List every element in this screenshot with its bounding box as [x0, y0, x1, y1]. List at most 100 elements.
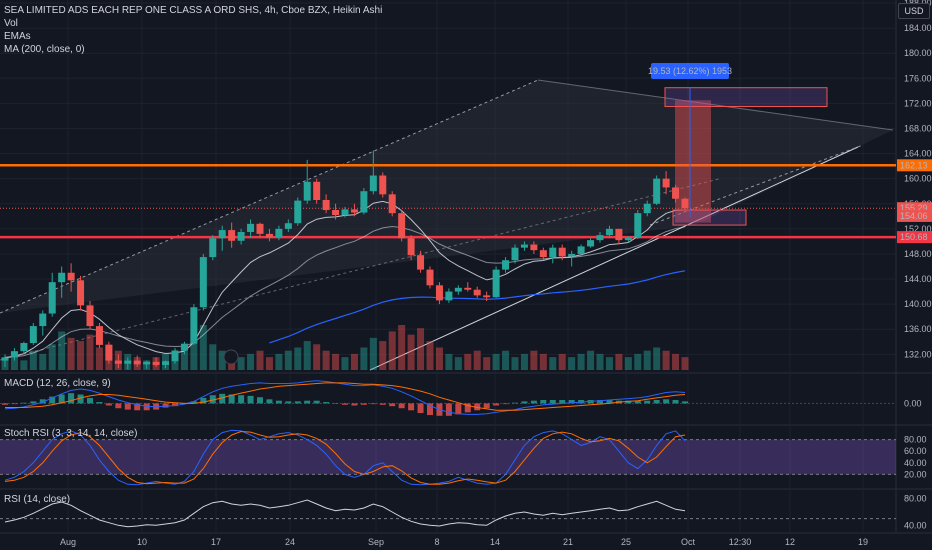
macd-signal-line [5, 382, 686, 411]
volume-bar [407, 334, 415, 370]
candle-body [379, 175, 387, 195]
candle-body [303, 181, 311, 201]
volume-bar [209, 344, 217, 370]
volume-bar [426, 341, 434, 370]
candle-body [341, 209, 349, 216]
time-tick-label: 24 [285, 537, 295, 547]
candle-body [407, 238, 415, 256]
macd-histogram-bar [190, 401, 197, 404]
currency-button[interactable]: USD [898, 3, 930, 19]
time-tick-label: 17 [211, 537, 221, 547]
time-tick-label: 8 [434, 537, 439, 547]
volume-bar [473, 350, 481, 370]
macd-histogram-bar [653, 400, 660, 404]
volume-bar [605, 357, 613, 370]
time-tick-label: Oct [681, 537, 696, 547]
channel-mid-line [0, 178, 721, 361]
candle-body [426, 269, 434, 286]
candle-body [228, 230, 236, 241]
price-tick-label: 184.00 [904, 23, 932, 33]
volume-bar [20, 360, 28, 370]
macd-histogram-bar [398, 403, 405, 409]
time-tick-label: 14 [490, 537, 500, 547]
macd-histogram-bar [323, 402, 330, 404]
trend-support-dashed [649, 144, 864, 226]
volume-bar [369, 337, 377, 370]
time-tick-label: 21 [563, 537, 573, 547]
candle-body [275, 228, 283, 238]
macd-histogram-bar [370, 403, 377, 405]
candle-body [369, 175, 377, 192]
volume-bar [577, 353, 585, 370]
macd-legend: MACD (12, 26, close, 9) [4, 378, 111, 389]
candle-body [473, 289, 481, 296]
macd-histogram-bar [606, 400, 613, 404]
candle-body [67, 272, 75, 281]
macd-histogram-bar [455, 403, 462, 415]
macd-histogram-bar [512, 402, 518, 404]
volume-bar [634, 353, 642, 370]
price-tick-label: 164.00 [904, 149, 932, 159]
price-tick-label: 176.00 [904, 73, 932, 83]
macd-histogram-bar [285, 401, 292, 404]
macd-histogram-bar [77, 394, 84, 404]
macd-histogram-bar [313, 400, 320, 404]
stoch-tick-label: 80.00 [904, 435, 927, 445]
candle-body [558, 247, 566, 257]
macd-histogram-bar [342, 403, 348, 405]
candle-body [265, 233, 273, 238]
macd-histogram-bar [597, 400, 603, 404]
volume-bar [435, 347, 443, 370]
volume-bar [662, 350, 670, 370]
candle-body [199, 257, 207, 308]
volume-bar [454, 357, 462, 370]
volume-bar [511, 357, 519, 370]
candle-body [10, 351, 18, 358]
resistance-price-badge [897, 159, 932, 172]
candle-body [322, 199, 330, 211]
channel-top-line [537, 79, 894, 131]
volume-bar [180, 347, 188, 370]
volume-bar [95, 347, 103, 370]
candle-body [332, 210, 340, 216]
macd-histogram-bar [209, 395, 216, 404]
candle-body [77, 280, 85, 306]
volume-bar [350, 353, 358, 370]
candle-body [417, 255, 425, 270]
macd-histogram-bar [143, 403, 150, 411]
volume-bar [483, 357, 491, 370]
volume-bar [539, 353, 547, 370]
candle-body [568, 253, 576, 257]
candle-body [48, 282, 56, 314]
price-tick-label: 148.00 [904, 249, 932, 259]
macd-histogram-bar [68, 393, 75, 404]
candle-body [483, 295, 491, 298]
support-price-badge [897, 231, 932, 244]
volume-bar [530, 350, 538, 370]
macd-histogram-bar [30, 401, 37, 404]
macd-histogram-bar [672, 400, 679, 404]
macd-histogram-bar [379, 403, 386, 405]
macd-histogram-bar [483, 403, 490, 409]
macd-histogram-bar [304, 400, 311, 404]
volume-bar [322, 350, 330, 370]
price-tick-label: 172.00 [904, 98, 932, 108]
volume-bar [672, 353, 680, 370]
time-tick-label: 19 [858, 537, 868, 547]
macd-histogram-bar [568, 400, 575, 404]
rsi-tick-label: 80.00 [904, 494, 927, 504]
candle-body [605, 228, 613, 236]
macd-histogram-bar [625, 400, 632, 404]
macd-histogram-bar [408, 403, 415, 411]
volume-bar [284, 350, 292, 370]
candle-body [549, 247, 557, 258]
candle-body [596, 235, 604, 241]
measure-range-box [675, 100, 711, 223]
candle-body [530, 244, 538, 251]
volume-bar [29, 350, 37, 370]
macd-histogram-bar [87, 397, 93, 404]
macd-histogram-bar [389, 403, 396, 407]
target-zone-box [664, 87, 828, 108]
entry-zone-box [672, 209, 747, 226]
